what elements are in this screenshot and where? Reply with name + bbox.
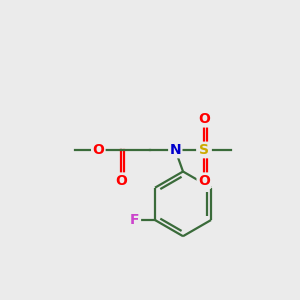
Text: O: O	[198, 112, 210, 126]
Text: S: S	[199, 143, 209, 157]
Text: F: F	[130, 213, 140, 227]
Text: O: O	[116, 174, 127, 188]
Text: O: O	[198, 174, 210, 188]
Text: N: N	[169, 143, 181, 157]
Text: O: O	[92, 143, 104, 157]
